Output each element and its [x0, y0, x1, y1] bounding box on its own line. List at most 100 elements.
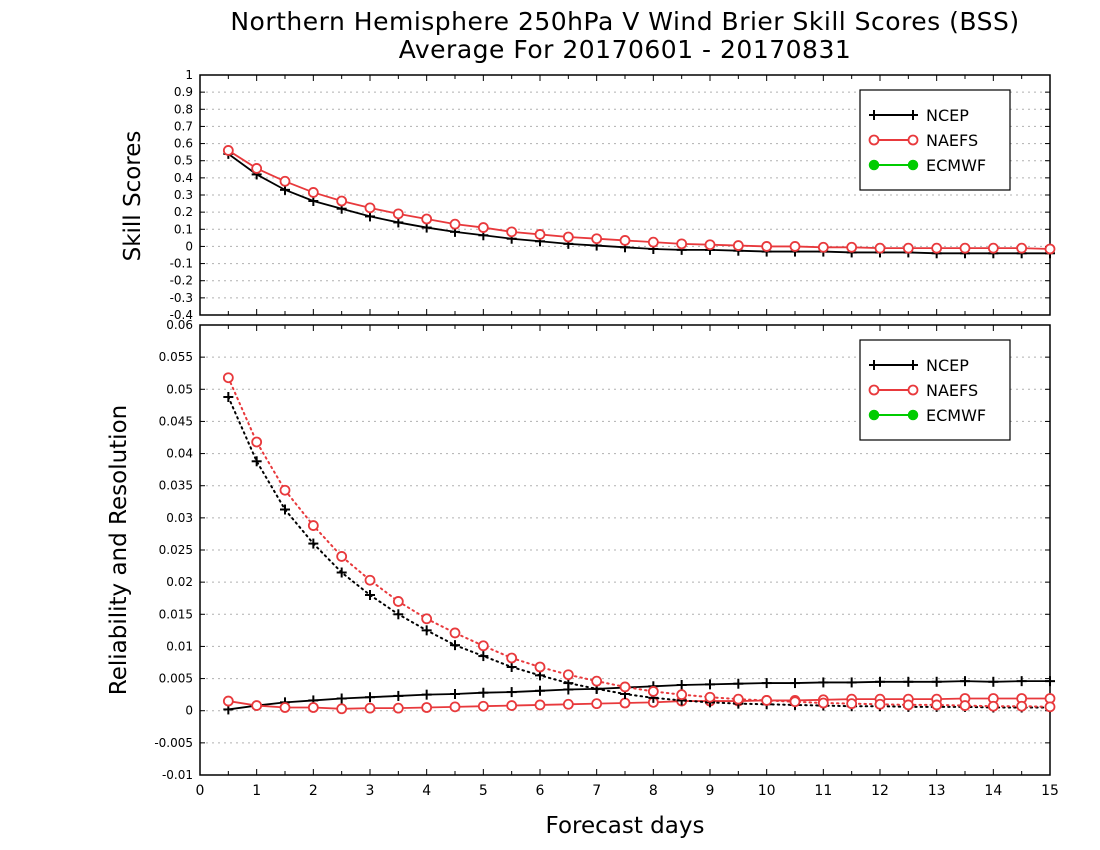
data-point [449, 627, 461, 639]
data-point [477, 700, 489, 712]
data-point [704, 239, 716, 251]
data-point [874, 698, 886, 710]
data-point [619, 235, 631, 246]
x-tick-label: 15 [1041, 783, 1059, 799]
legend-marker [908, 110, 918, 120]
x-tick-label: 10 [758, 783, 776, 799]
data-point [846, 698, 858, 710]
data-point [506, 687, 517, 698]
chart-title: Northern Hemisphere 250hPa V Wind Brier … [230, 7, 1019, 36]
data-point [591, 233, 603, 245]
data-point [902, 242, 914, 254]
x-tick-label: 9 [706, 783, 715, 799]
data-point [647, 236, 659, 248]
data-point [761, 241, 773, 252]
data-point [364, 574, 376, 586]
legend-marker [868, 134, 880, 146]
legend-marker [868, 409, 880, 421]
data-point [790, 678, 800, 689]
y-tick-label: 0.01 [166, 639, 193, 653]
data-point [987, 242, 999, 254]
data-point [365, 692, 375, 703]
data-point [1044, 243, 1056, 255]
legend-item-ecmwf: ECMWF [868, 406, 986, 425]
legend-label: NAEFS [926, 381, 978, 400]
data-point [477, 640, 489, 652]
data-point [1016, 242, 1028, 254]
data-point [1016, 700, 1028, 712]
x-tick-label: 3 [366, 783, 375, 799]
data-point [534, 229, 546, 240]
data-point [960, 676, 970, 687]
data-point [392, 208, 404, 220]
y-tick-label: -0.1 [170, 257, 193, 271]
data-point [846, 241, 858, 253]
data-point [818, 677, 829, 688]
data-point [1044, 701, 1056, 713]
y-tick-label: -0.2 [170, 274, 193, 288]
legend-label: NCEP [926, 106, 969, 125]
data-point [902, 699, 914, 711]
y-tick-label: 0.015 [159, 607, 193, 621]
data-point [591, 675, 603, 687]
x-tick-label: 7 [592, 783, 601, 799]
data-point [619, 697, 631, 709]
series-naefs-dotted [222, 372, 1056, 713]
data-point [591, 698, 603, 710]
data-point [506, 662, 517, 672]
legend: NCEP NAEFS ECMWF [859, 339, 1011, 441]
data-point [251, 163, 263, 174]
data-point [421, 213, 433, 225]
data-point [789, 241, 801, 252]
data-point [562, 231, 574, 243]
data-point [421, 613, 433, 625]
skill-scores-panel: -0.4 -0.3 -0.2 -0.1 0 0.1 0.2 0.3 0.4 0.5 0.6 0.7 0.… [170, 68, 1056, 322]
data-point [534, 661, 546, 673]
series-naefs-solid [222, 145, 1056, 255]
data-point [336, 195, 348, 207]
data-point [449, 701, 461, 713]
data-point [875, 676, 885, 687]
data-point [222, 695, 234, 707]
y-tick-label: -0.005 [154, 736, 193, 750]
series-line [227, 396, 1051, 709]
chart-subtitle: Average For 20170601 - 20170831 [399, 35, 852, 64]
y-tick-label: 0.8 [174, 102, 193, 116]
data-point [732, 240, 744, 251]
x-tick-label: 11 [814, 783, 832, 799]
data-point [789, 696, 801, 708]
data-point [817, 241, 829, 253]
data-point [761, 678, 772, 689]
data-point [478, 651, 489, 662]
data-point [307, 520, 319, 531]
y-tick-label: 0.6 [174, 137, 193, 151]
data-point [959, 242, 971, 254]
data-point [279, 175, 291, 187]
data-point [478, 687, 489, 698]
data-point [562, 669, 574, 681]
data-point [817, 697, 829, 709]
legend-item-naefs: NAEFS [868, 381, 978, 400]
data-point [421, 625, 432, 636]
x-tick-label: 1 [252, 783, 261, 799]
y-tick-label: 0.9 [174, 85, 193, 99]
legend-item-ncep: NCEP [869, 356, 969, 375]
legend-marker [907, 134, 919, 146]
data-point [987, 700, 999, 712]
x-tick-label: 5 [479, 783, 488, 799]
reliability-resolution-panel: -0.01 -0.005 0 0.005 0.01 0.015 0.02 0.025 0.03 0… [154, 318, 1059, 799]
x-tick-label: 4 [422, 783, 431, 799]
data-point [222, 372, 234, 384]
legend: NCEP NAEFS ECMWF [859, 89, 1011, 191]
data-point [336, 551, 348, 562]
y-tick-label: 0.05 [166, 382, 193, 396]
data-point [506, 652, 518, 664]
legend-label: NCEP [926, 356, 969, 375]
legend-marker [907, 384, 919, 396]
data-point [732, 693, 744, 705]
data-point [846, 677, 857, 688]
data-point [279, 484, 291, 496]
data-point [931, 676, 942, 687]
data-point [450, 689, 460, 699]
data-point [506, 700, 518, 711]
